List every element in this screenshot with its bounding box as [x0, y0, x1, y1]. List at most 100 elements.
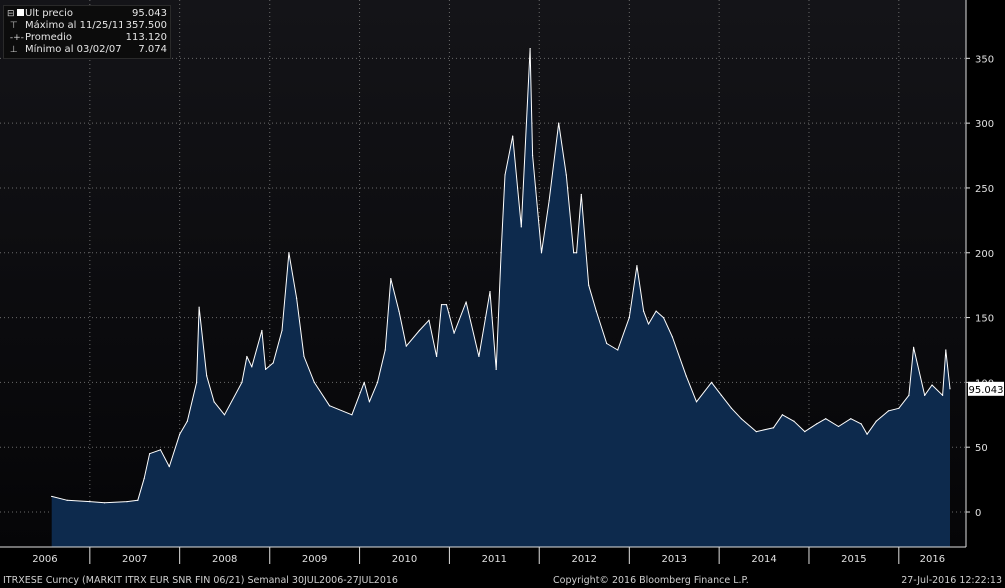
legend-label: Máximo al 11/25/11 [25, 20, 122, 31]
data-point [595, 310, 597, 312]
x-tick-label: 2015 [841, 554, 866, 565]
data-point [504, 174, 506, 176]
data-point [168, 466, 170, 468]
data-point [405, 345, 407, 347]
data-point [720, 394, 722, 396]
data-point [179, 433, 181, 435]
data-point [465, 301, 467, 303]
data-point [924, 394, 926, 396]
data-point [573, 252, 575, 254]
data-point [186, 420, 188, 422]
data-point [825, 418, 827, 420]
data-point [565, 174, 567, 176]
x-tick-label: 2006 [32, 554, 57, 565]
x-tick-label: 2013 [662, 554, 687, 565]
data-point [647, 323, 650, 325]
data-point [781, 414, 783, 416]
data-point [628, 316, 630, 319]
data-point [89, 501, 91, 503]
data-point [931, 384, 933, 386]
data-point [942, 394, 944, 396]
legend-row-max[interactable]: ⊤ Máximo al 11/25/11 357.500 [7, 20, 167, 32]
y-tick-label: 300 [975, 119, 994, 130]
last-price-marker: 95.043 [51, 48, 1004, 504]
x-axis: 2006 2007 2008 2009 2010 2011 2012 2013 2014 2015… [0, 546, 966, 565]
x-tick-label: 2008 [212, 554, 237, 565]
y-axis: 050100150200250300350 [965, 0, 994, 547]
data-point [529, 48, 531, 50]
x-tick-label: 2010 [392, 554, 417, 565]
data-point [428, 319, 430, 321]
data-point [804, 431, 806, 433]
area-fill [51, 48, 950, 547]
y-tick-label: 0 [975, 508, 981, 519]
data-point [642, 310, 645, 312]
data-point [662, 316, 665, 319]
data-point [887, 410, 890, 412]
data-point [500, 252, 502, 254]
legend-row-min[interactable]: ⊥ Mínimo al 03/02/07 7.074 [7, 44, 167, 56]
data-point [866, 433, 868, 435]
y-tick-label: 350 [975, 54, 994, 65]
x-tick-label: 2016 [920, 554, 945, 565]
data-point [246, 355, 248, 358]
legend: ⊟ Últ precio 95.043 ⊤ Máximo al 11/25/11… [3, 5, 171, 59]
data-point [149, 453, 151, 455]
data-point [241, 381, 243, 383]
data-point [137, 499, 139, 501]
data-point [837, 425, 840, 428]
data-point [66, 499, 68, 501]
data-point [617, 349, 619, 351]
x-tick-label: 2011 [482, 554, 507, 565]
footer-timestamp: 27-Jul-2016 12:22:13 [901, 575, 1002, 586]
data-point [351, 414, 353, 416]
data-point [875, 420, 877, 422]
data-point [671, 336, 673, 338]
data-point [576, 252, 578, 254]
legend-label: Promedio [25, 32, 73, 43]
data-point [103, 502, 106, 504]
data-point [740, 418, 742, 420]
data-point [281, 329, 283, 332]
data-point [272, 362, 274, 364]
min-marker-icon: ⊥ [7, 45, 18, 55]
data-point [206, 375, 208, 377]
data-point [495, 368, 497, 371]
legend-row-average[interactable]: -+- Promedio 113.120 [7, 32, 167, 44]
data-point [730, 407, 733, 409]
data-point [655, 310, 657, 312]
data-point [816, 423, 818, 425]
legend-value: 95.043 [132, 8, 167, 19]
data-point [303, 355, 305, 358]
collapse-square-icon[interactable]: ⊟ [7, 8, 25, 20]
data-point [949, 388, 951, 390]
y-tick-label: 50 [975, 443, 988, 454]
data-point [516, 187, 519, 189]
average-marker-icon: -+- [7, 33, 24, 43]
data-point [606, 342, 608, 345]
x-tick-label: 2012 [572, 554, 597, 565]
data-point [223, 414, 226, 416]
data-point [540, 252, 543, 254]
data-point [580, 193, 582, 196]
data-point [558, 122, 560, 124]
data-point [695, 401, 698, 403]
data-point [478, 355, 480, 358]
data-point [685, 375, 687, 377]
legend-row-last[interactable]: ⊟ Últ precio 95.043 [7, 8, 167, 20]
data-point [945, 349, 947, 351]
data-point [418, 329, 420, 332]
data-point [398, 310, 400, 312]
data-point [376, 381, 379, 383]
data-point [710, 381, 713, 383]
data-point [198, 306, 200, 308]
data-point [548, 200, 550, 202]
max-marker-icon: ⊤ [7, 21, 18, 31]
data-point [860, 423, 862, 425]
legend-label: Mínimo al 03/02/07 [25, 44, 122, 55]
data-point [850, 418, 852, 420]
data-point [261, 329, 263, 332]
data-point [51, 495, 53, 498]
data-point [384, 349, 386, 351]
data-point [531, 154, 534, 157]
